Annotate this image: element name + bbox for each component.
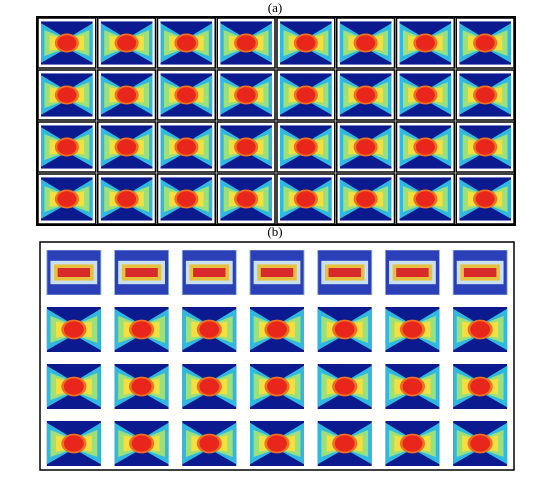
thumbnail bbox=[100, 177, 153, 221]
thumbnail bbox=[160, 73, 213, 117]
thumbnail bbox=[280, 125, 332, 169]
thumbnail bbox=[46, 421, 101, 466]
thumbnail bbox=[384, 250, 440, 295]
thumbnail bbox=[250, 421, 304, 466]
thumbnail bbox=[317, 364, 372, 409]
thumbnail bbox=[46, 307, 101, 352]
thumbnail bbox=[399, 177, 452, 221]
thumbnail bbox=[249, 250, 305, 295]
image-grid bbox=[37, 17, 515, 225]
thumbnail bbox=[114, 364, 169, 409]
thumbnail bbox=[280, 73, 332, 117]
thumbnail bbox=[385, 307, 440, 352]
thumbnail bbox=[182, 421, 237, 466]
thumbnail bbox=[339, 21, 392, 65]
thumbnail bbox=[453, 307, 508, 352]
thumbnail bbox=[41, 177, 93, 221]
thumbnail bbox=[339, 177, 392, 221]
panel-label: (a) bbox=[268, 0, 282, 15]
thumbnail bbox=[220, 73, 272, 117]
thumbnail bbox=[220, 125, 272, 169]
panel-label: (b) bbox=[267, 224, 282, 239]
thumbnail bbox=[385, 364, 440, 409]
thumbnail bbox=[220, 21, 272, 65]
thumbnail bbox=[160, 125, 213, 169]
thumbnail bbox=[339, 73, 392, 117]
thumbnail bbox=[220, 177, 272, 221]
thumbnail bbox=[453, 421, 508, 466]
thumbnail bbox=[182, 307, 237, 352]
thumbnail bbox=[250, 364, 304, 409]
thumbnail bbox=[399, 125, 452, 169]
thumbnail bbox=[453, 364, 508, 409]
thumbnail bbox=[317, 421, 372, 466]
thumbnail bbox=[181, 250, 237, 295]
thumbnail bbox=[100, 73, 153, 117]
thumbnail bbox=[160, 177, 213, 221]
thumbnail bbox=[114, 307, 169, 352]
thumbnail bbox=[459, 73, 511, 117]
thumbnail bbox=[280, 177, 332, 221]
thumbnail bbox=[452, 250, 508, 295]
thumbnail bbox=[339, 125, 392, 169]
thumbnail bbox=[317, 307, 372, 352]
thumbnail bbox=[114, 421, 169, 466]
thumbnail bbox=[459, 177, 511, 221]
thumbnail bbox=[385, 421, 440, 466]
thumbnail bbox=[41, 21, 93, 65]
thumbnail bbox=[100, 125, 153, 169]
thumbnail bbox=[280, 21, 332, 65]
thumbnail bbox=[459, 21, 511, 65]
thumbnail bbox=[459, 125, 511, 169]
thumbnail bbox=[46, 364, 101, 409]
thumbnail bbox=[46, 250, 102, 295]
thumbnail bbox=[41, 125, 93, 169]
thumbnail bbox=[41, 73, 93, 117]
thumbnail bbox=[160, 21, 213, 65]
thumbnail bbox=[100, 21, 153, 65]
thumbnail bbox=[399, 21, 452, 65]
thumbnail bbox=[317, 250, 373, 295]
thumbnail bbox=[114, 250, 170, 295]
thumbnail bbox=[250, 307, 304, 352]
thumbnail bbox=[399, 73, 452, 117]
thumbnail bbox=[182, 364, 237, 409]
